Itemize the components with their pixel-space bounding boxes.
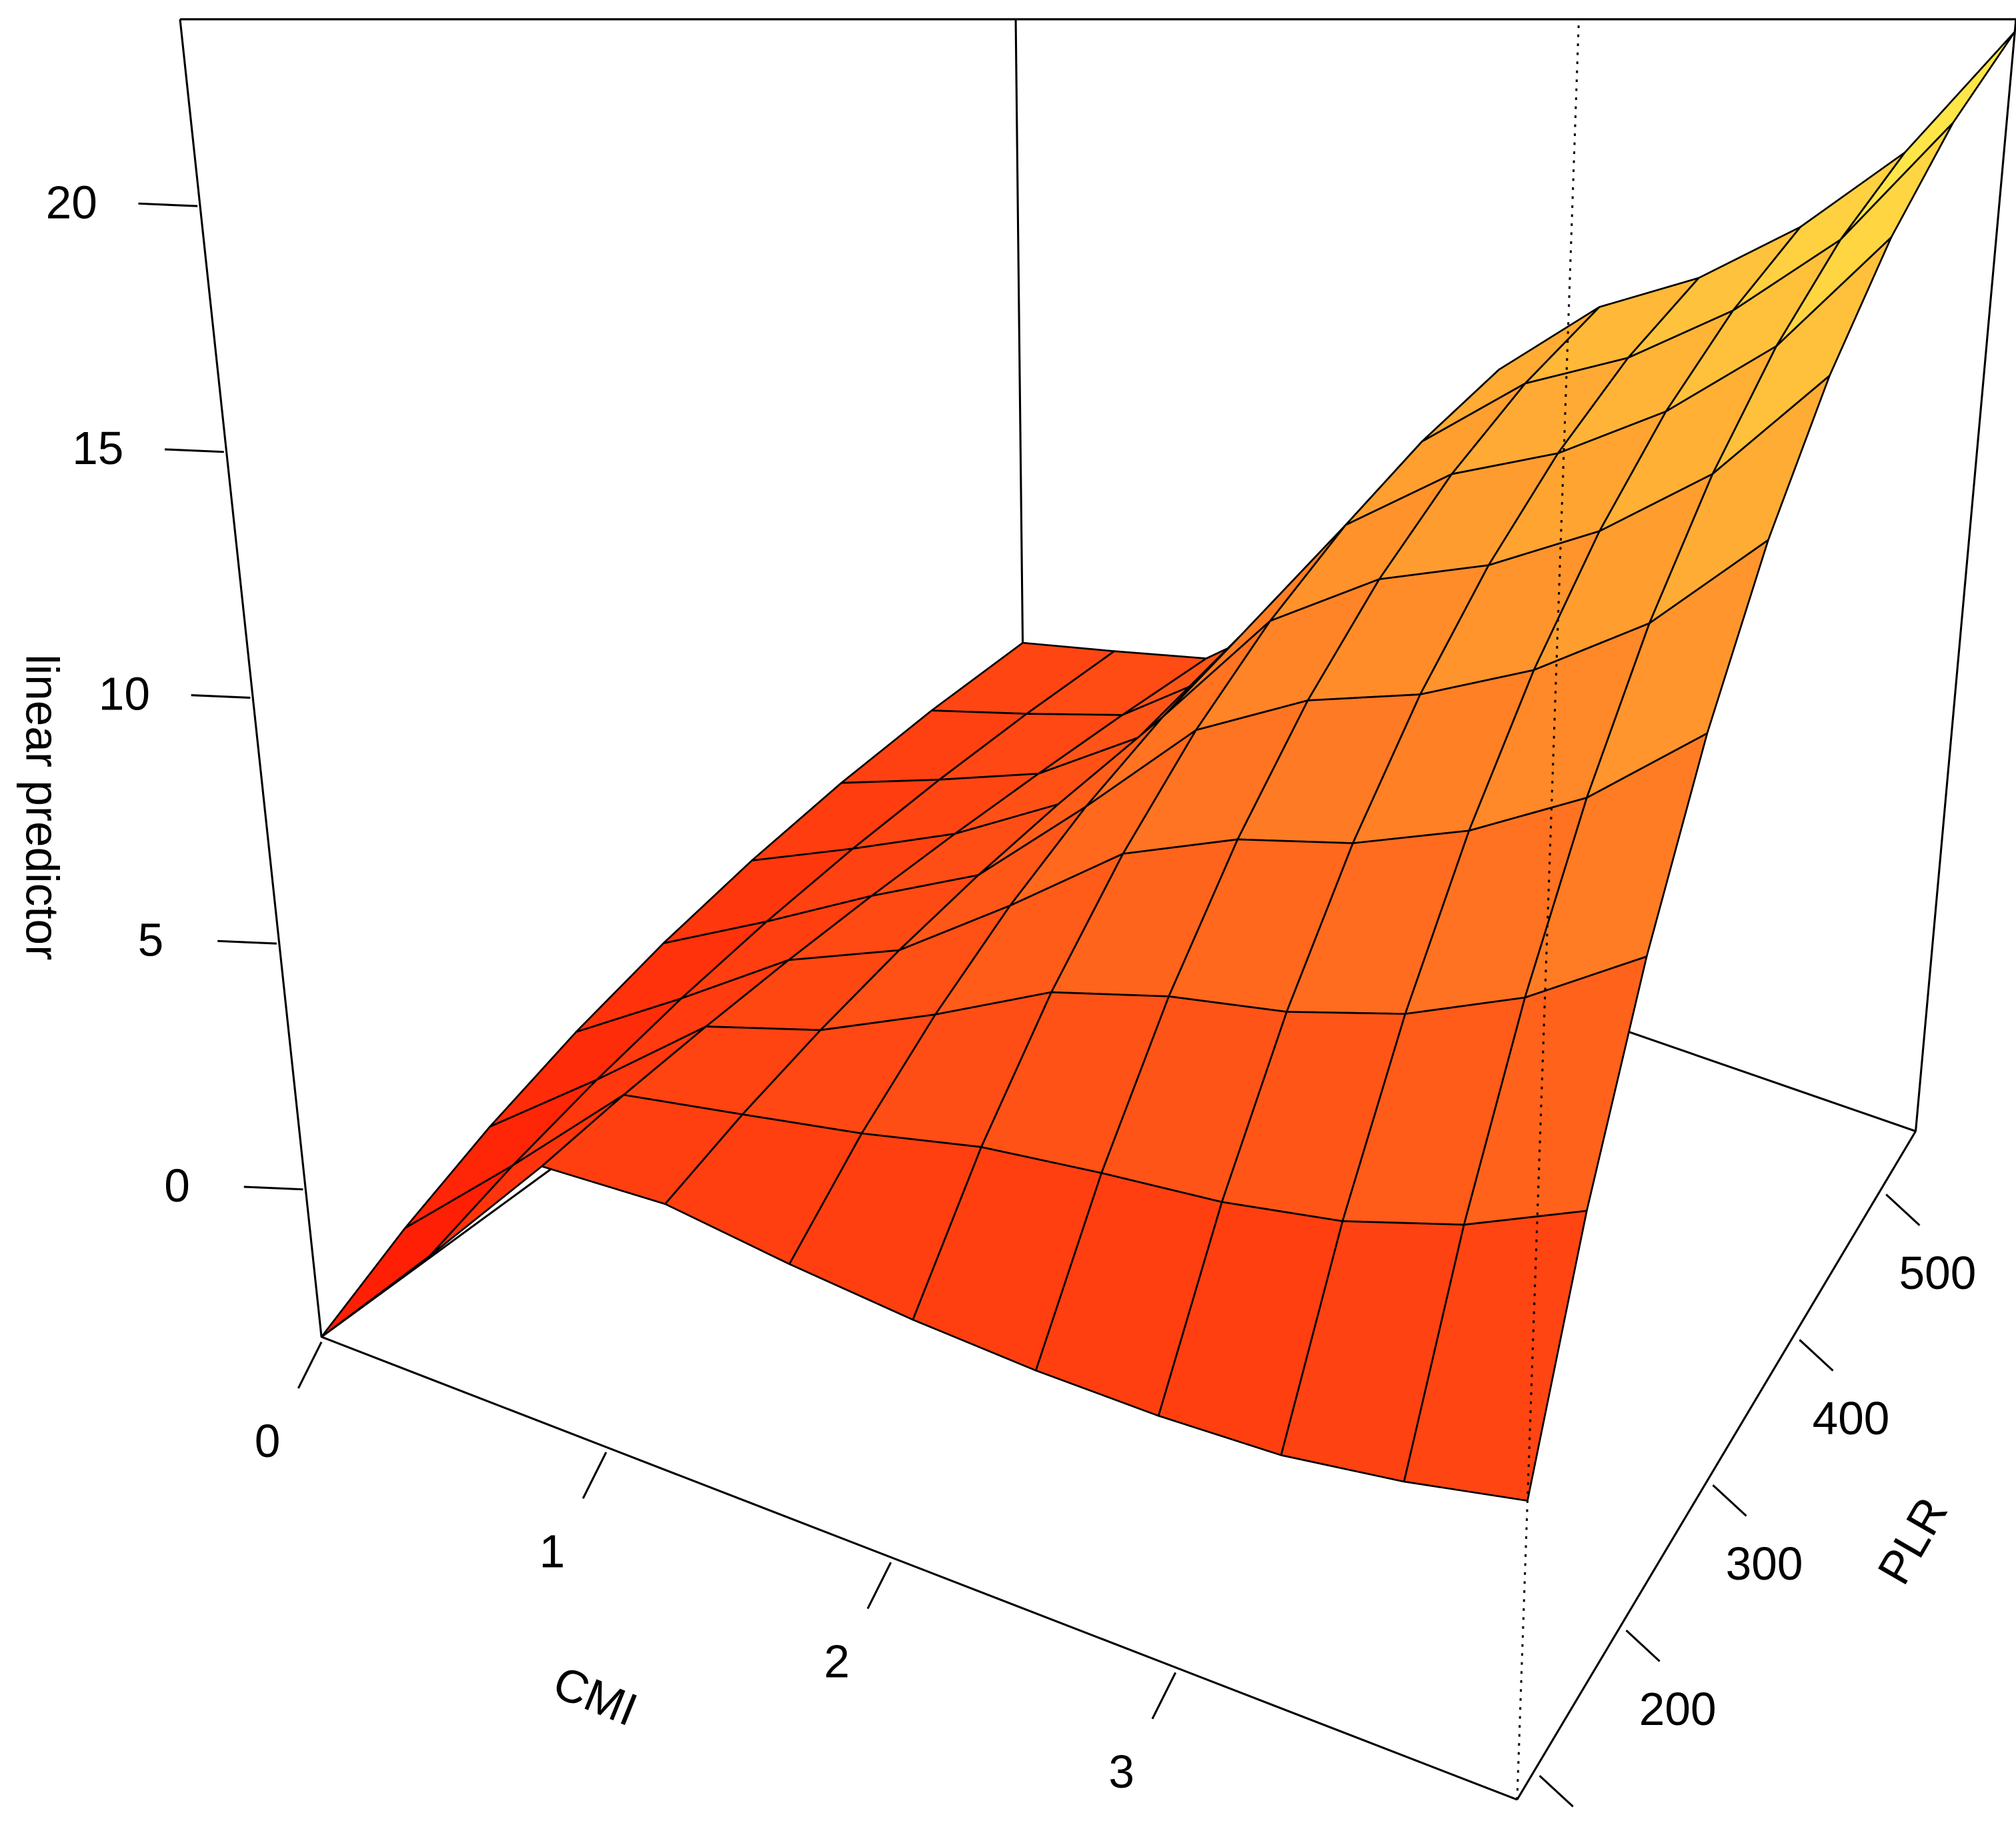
surface-facet [1403, 1210, 1588, 1502]
z-tick [138, 202, 198, 207]
y-tick [1712, 1484, 1747, 1517]
y-axis-title: PLR [1867, 1489, 1957, 1593]
z-tick [243, 1186, 303, 1191]
box-edge [1516, 1130, 1917, 1800]
y-tick [1539, 1774, 1574, 1808]
box-edge [321, 1336, 1518, 1801]
z-axis-title: linear predictor [17, 654, 69, 960]
y-tick-label: 200 [1639, 1683, 1717, 1735]
x-tick-label: 3 [1108, 1746, 1134, 1798]
surface-facet [1839, 31, 2016, 241]
y-tick [1885, 1194, 1921, 1226]
surface-facet [320, 1164, 514, 1338]
x-tick-label: 1 [540, 1525, 566, 1577]
x-tick-label: 0 [255, 1415, 281, 1467]
x-tick [1151, 1672, 1177, 1720]
y-tick-label: 400 [1813, 1392, 1890, 1444]
z-tick [164, 448, 224, 453]
z-tick-label: 20 [46, 176, 97, 228]
z-tick-label: 15 [72, 422, 123, 474]
z-tick [217, 940, 277, 945]
z-tick-label: 0 [164, 1160, 190, 1212]
x-tick [297, 1341, 323, 1389]
y-tick-label: 500 [1899, 1247, 1977, 1299]
y-tick [1799, 1339, 1834, 1372]
box-edge [179, 19, 323, 1338]
box-front [179, 18, 2016, 1801]
y-tick-label: 100 [1553, 1828, 1630, 1835]
x-tick [866, 1562, 892, 1610]
y-tick [1625, 1630, 1661, 1662]
x-axis-title: CMI [546, 1656, 644, 1736]
y-tick-label: 300 [1726, 1538, 1803, 1590]
x-tick-label: 2 [824, 1636, 850, 1688]
z-tick-label: 10 [99, 668, 150, 720]
z-tick-label: 5 [138, 913, 164, 966]
x-tick [582, 1452, 608, 1500]
surface [320, 31, 2016, 1502]
box-edge [1915, 19, 2016, 1132]
z-tick [191, 694, 251, 699]
